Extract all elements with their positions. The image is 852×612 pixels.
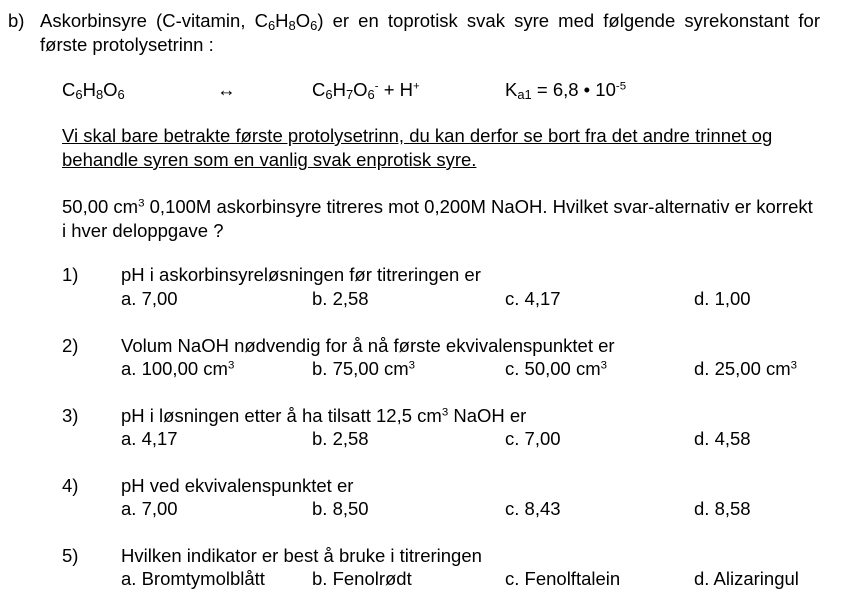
option-d: d. 4,58 [694, 428, 751, 449]
task-text-start: 50,00 cm [62, 196, 139, 217]
question-text: pH i askorbinsyreløsningen før titrering… [121, 264, 481, 285]
option-text: b. 75,00 cm [312, 358, 409, 379]
task-description: 50,00 cm3 0,100M askorbinsyre titreres m… [62, 195, 822, 243]
atom-o: O [103, 79, 118, 100]
question-text-start: pH i løsningen etter å ha tilsatt 12,5 c… [121, 405, 442, 426]
option-c: c. 50,00 cm3 [505, 358, 608, 379]
part-label: b) [8, 10, 25, 31]
subscript: 6 [325, 87, 333, 103]
question-text: Hvilken indikator er best å bruke i titr… [121, 545, 482, 566]
option-a: a. 100,00 cm3 [121, 358, 235, 379]
subscript: 6 [117, 87, 125, 103]
option-a: a. 7,00 [121, 498, 178, 519]
intro-text-end: ) er en toprotisk svak syre med følgende… [40, 10, 820, 55]
superscript: 3 [138, 197, 145, 210]
reactant-formula: C6H8O6 [62, 79, 125, 103]
option-a: a. 4,17 [121, 428, 178, 449]
atom-h: H [82, 79, 96, 100]
superscript: 3 [600, 359, 608, 372]
equilibrium-arrow: ↔ [217, 79, 236, 100]
option-c: c. Fenolftalein [505, 568, 621, 589]
subscript: 7 [345, 87, 354, 103]
option-c: c. 4,17 [505, 288, 561, 309]
option-d: d. 1,00 [694, 288, 751, 309]
superscript: 3 [790, 359, 798, 372]
question-number: 4) [62, 475, 79, 496]
intro-paragraph: b) Askorbinsyre (C-vitamin, C6H8O6) er e… [8, 9, 820, 57]
task-text-end: 0,100M askorbinsyre titreres mot 0,200M … [62, 196, 813, 241]
question-number: 5) [62, 545, 79, 566]
subscript: 8 [95, 87, 104, 103]
superscript: 3 [441, 406, 449, 419]
subscript: 6 [75, 87, 83, 103]
option-c: c. 8,43 [505, 498, 561, 519]
superscript: 3 [408, 359, 416, 372]
ka-value: = 6,8 • 10 [531, 79, 616, 100]
option-d: d. 25,00 cm3 [694, 358, 798, 379]
formula-o: O [295, 10, 311, 31]
option-b: b. 2,58 [312, 428, 369, 449]
subscript: 8 [288, 18, 296, 34]
question-text: pH i løsningen etter å ha tilsatt 12,5 c… [121, 405, 527, 426]
subscript: 6 [267, 18, 276, 34]
option-b: b. 8,50 [312, 498, 369, 519]
k-symbol: K [505, 79, 518, 100]
question-text: pH ved ekvivalenspunktet er [121, 475, 354, 496]
option-c: c. 7,00 [505, 428, 561, 449]
atom-c: C [312, 79, 326, 100]
option-d: d. 8,58 [694, 498, 751, 519]
option-text: c. 50,00 cm [505, 358, 601, 379]
atom-c: C [62, 79, 76, 100]
question-number: 2) [62, 335, 79, 356]
question-number: 1) [62, 264, 79, 285]
product-formula: C6H7O6- + H+ [312, 79, 420, 103]
underlined-note: Vi skal bare betrakte første protolysetr… [62, 125, 773, 170]
question-text: Volum NaOH nødvendig for å nå første ekv… [121, 335, 615, 356]
superscript: 3 [227, 359, 235, 372]
atom-o: O [353, 79, 368, 100]
option-a: a. 7,00 [121, 288, 178, 309]
subscript: 6 [367, 87, 375, 103]
exponent: -5 [615, 80, 627, 93]
option-a: a. Bromtymolblått [121, 568, 265, 589]
formula-h: H [275, 10, 289, 31]
plus-h: + H [378, 79, 414, 100]
atom-h: H [332, 79, 346, 100]
option-d: d. Alizaringul [694, 568, 799, 589]
intro-text-start: Askorbinsyre (C-vitamin, C [40, 10, 268, 31]
acid-constant: Ka1 = 6,8 • 10-5 [505, 79, 627, 103]
option-b: b. 75,00 cm3 [312, 358, 416, 379]
subscript: a1 [517, 87, 532, 103]
subscript: 6 [310, 18, 318, 34]
question-number: 3) [62, 405, 79, 426]
charge: - [374, 80, 379, 93]
question-text-end: NaOH er [448, 405, 527, 426]
option-text: d. 25,00 cm [694, 358, 791, 379]
option-b: b. 2,58 [312, 288, 369, 309]
option-text: a. 100,00 cm [121, 358, 228, 379]
charge: + [413, 80, 420, 93]
option-b: b. Fenolrødt [312, 568, 412, 589]
